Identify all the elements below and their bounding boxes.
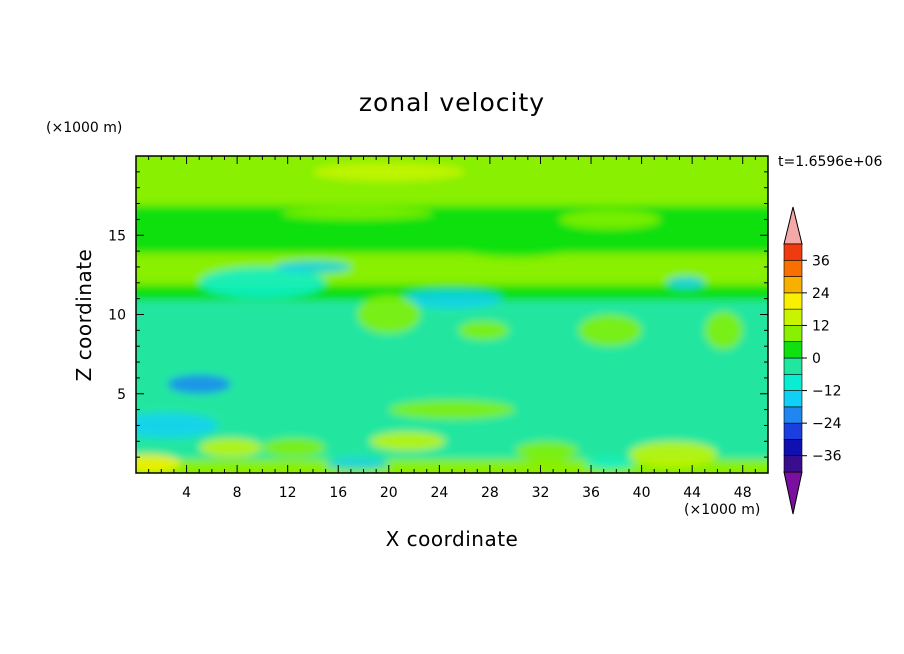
- colorbar-tick-label: −12: [812, 384, 842, 400]
- colorbar-box: [783, 259, 803, 277]
- field-patch: [401, 289, 503, 309]
- colorbar-box: [783, 422, 803, 440]
- x-tick-label: 8: [233, 485, 242, 501]
- x-tick-label: 4: [182, 485, 191, 501]
- field-band: [136, 344, 768, 396]
- x-tick-label: 44: [683, 485, 701, 501]
- colorbar: 36 24 12 0 −12 −24 −36: [783, 206, 842, 515]
- field-patch: [452, 232, 579, 258]
- colorbar-box: [783, 406, 803, 424]
- field-patch: [388, 400, 516, 420]
- x-tick-label: 12: [279, 485, 297, 501]
- field-patch: [578, 314, 642, 347]
- field-patch: [312, 162, 465, 182]
- x-tick-label: 40: [633, 485, 651, 501]
- colorbar-tick-label: 24: [812, 286, 830, 302]
- colorbar-box: [783, 308, 803, 326]
- field-band: [136, 156, 768, 206]
- y-tick-label: 15: [108, 228, 126, 244]
- colorbar-tick-label: 0: [812, 351, 821, 367]
- field-patch: [281, 206, 434, 220]
- colorbar-tick-label: −36: [812, 449, 842, 465]
- colorbar-box: [783, 373, 803, 391]
- field-patch: [666, 276, 705, 290]
- y-tick-label: 5: [117, 387, 126, 403]
- field-patch: [369, 431, 446, 451]
- field-patch: [628, 441, 718, 467]
- field-patch: [515, 441, 579, 461]
- y-tick-label: 10: [108, 308, 126, 324]
- y-axis-label: Z coordinate: [72, 248, 96, 382]
- y-axis-unit: (×1000 m): [46, 120, 123, 136]
- field-patch: [275, 260, 351, 274]
- colorbar-box: [783, 341, 803, 359]
- field-patch: [704, 311, 743, 350]
- field-patch: [584, 457, 636, 470]
- x-tick-label: 24: [430, 485, 448, 501]
- colorbar-tick-label: −24: [812, 416, 842, 432]
- field-patch: [357, 295, 421, 334]
- field-patch: [262, 438, 326, 458]
- x-tick-label: 20: [380, 485, 398, 501]
- colorbar-tick-label: 36: [812, 253, 830, 269]
- colorbar-box: [783, 325, 803, 343]
- colorbar-box: [783, 455, 803, 473]
- x-tick-label: 36: [582, 485, 600, 501]
- colorbar-box: [783, 276, 803, 294]
- time-annotation: t=1.6596e+06: [778, 154, 883, 170]
- field-patch: [136, 453, 181, 473]
- colorbar-box: [783, 390, 803, 408]
- x-tick-label: 16: [329, 485, 347, 501]
- field-patch: [199, 266, 326, 299]
- plot-area: [136, 156, 768, 473]
- colorbar-arrow-bottom: [783, 471, 803, 515]
- x-axis-unit: (×1000 m): [684, 502, 761, 518]
- chart-title: zonal velocity: [358, 88, 546, 117]
- field-patch: [136, 412, 219, 439]
- colorbar-box: [783, 292, 803, 310]
- field-patch: [167, 374, 231, 394]
- colorbar-box: [783, 357, 803, 375]
- field-patch: [199, 438, 263, 458]
- field-patch: [186, 225, 339, 245]
- field-patch: [325, 457, 389, 470]
- contour-field: [136, 156, 768, 473]
- field-patch: [458, 320, 509, 340]
- colorbar-tick-label: 12: [812, 318, 830, 334]
- field-patch: [559, 209, 661, 229]
- colorbar-arrow-top: [783, 206, 803, 245]
- colorbar-box: [783, 439, 803, 457]
- x-tick-label: 48: [734, 485, 752, 501]
- x-tick-label: 28: [481, 485, 499, 501]
- x-axis-label: X coordinate: [385, 527, 519, 551]
- x-tick-label: 32: [532, 485, 550, 501]
- colorbar-box: [783, 243, 803, 261]
